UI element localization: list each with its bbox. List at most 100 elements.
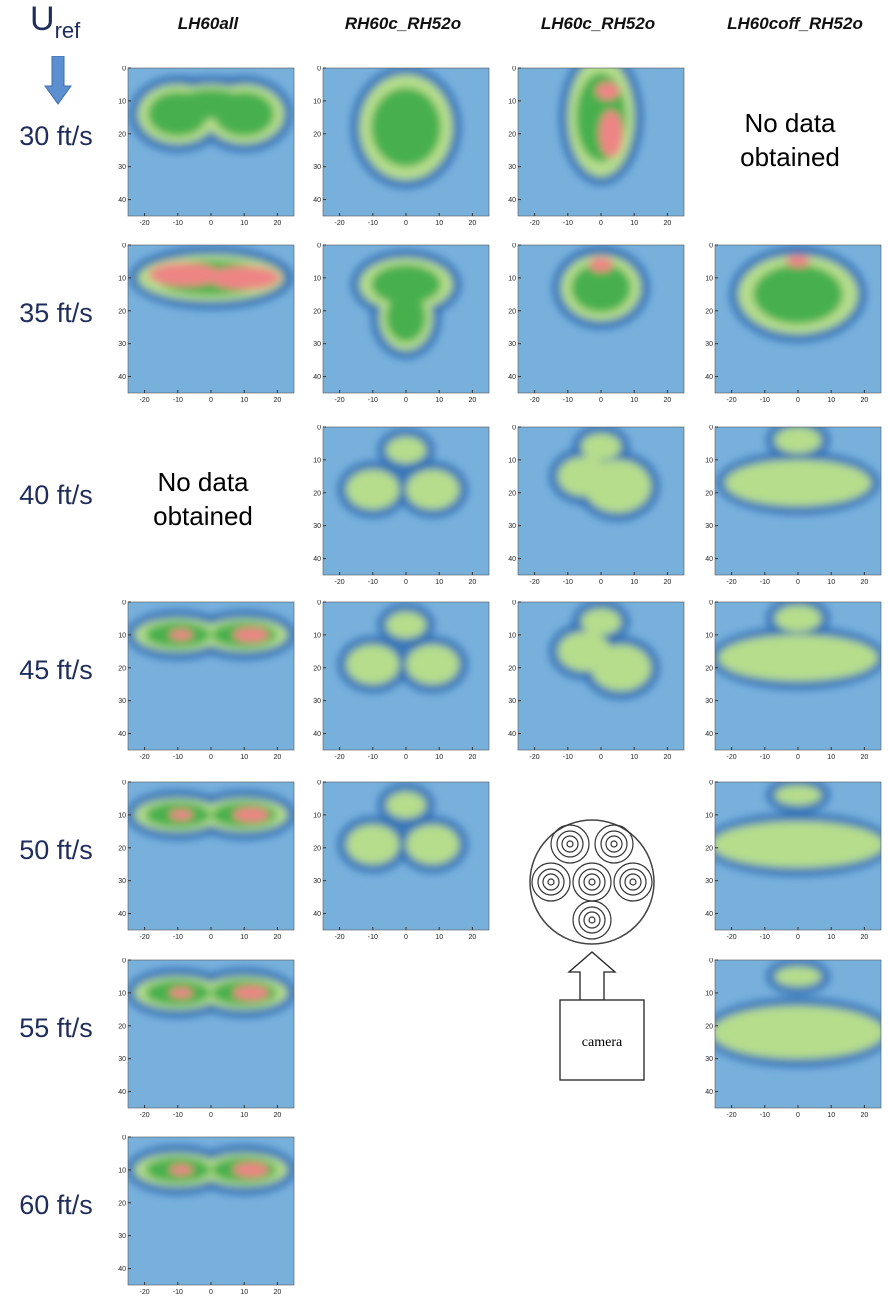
y-tick-label: 10 bbox=[705, 457, 713, 464]
y-tick-label: 40 bbox=[705, 731, 713, 738]
y-tick-label: 40 bbox=[313, 374, 321, 381]
y-tick-label: 40 bbox=[118, 1266, 126, 1273]
y-tick-label: 30 bbox=[118, 164, 126, 171]
x-tick-label: 0 bbox=[209, 754, 213, 761]
x-tick-label: -10 bbox=[563, 397, 573, 404]
x-tick-label: 0 bbox=[209, 1112, 213, 1119]
y-tick-label: 40 bbox=[508, 556, 516, 563]
y-tick-label: 10 bbox=[118, 1167, 126, 1174]
y-tick-label: 10 bbox=[313, 457, 321, 464]
x-tick-label: 20 bbox=[861, 934, 869, 941]
no-data-line: obtained bbox=[700, 140, 880, 174]
y-tick-label: 40 bbox=[705, 911, 713, 918]
y-tick-label: 30 bbox=[313, 523, 321, 530]
x-tick-label: 20 bbox=[664, 754, 672, 761]
x-tick-label: 20 bbox=[861, 397, 869, 404]
x-tick-label: 10 bbox=[435, 220, 443, 227]
x-tick-label: 10 bbox=[240, 397, 248, 404]
y-tick-label: 20 bbox=[705, 308, 713, 315]
x-tick-label: -20 bbox=[335, 397, 345, 404]
y-tick-label: 10 bbox=[313, 98, 321, 105]
y-tick-label: 40 bbox=[313, 197, 321, 204]
heatmap-panel: -20-1001020010203040 bbox=[705, 243, 885, 413]
y-tick-label: 0 bbox=[317, 243, 321, 250]
x-tick-label: 20 bbox=[664, 397, 672, 404]
x-tick-label: -20 bbox=[727, 397, 737, 404]
y-tick-label: 0 bbox=[317, 780, 321, 787]
y-tick-label: 0 bbox=[122, 1135, 126, 1142]
x-tick-label: 0 bbox=[599, 397, 603, 404]
no-data-line: No data bbox=[113, 465, 293, 499]
x-tick-label: 10 bbox=[240, 934, 248, 941]
x-tick-label: 20 bbox=[861, 1112, 869, 1119]
y-tick-label: 10 bbox=[118, 990, 126, 997]
y-tick-label: 30 bbox=[705, 1056, 713, 1063]
y-tick-label: 30 bbox=[313, 164, 321, 171]
x-tick-label: 10 bbox=[435, 579, 443, 586]
y-tick-label: 10 bbox=[313, 275, 321, 282]
x-tick-label: -20 bbox=[727, 1112, 737, 1119]
x-tick-label: -20 bbox=[140, 934, 150, 941]
y-tick-label: 20 bbox=[313, 490, 321, 497]
y-tick-label: 30 bbox=[313, 341, 321, 348]
y-tick-label: 20 bbox=[118, 1023, 126, 1030]
y-tick-label: 30 bbox=[118, 1233, 126, 1240]
x-tick-label: 0 bbox=[209, 1289, 213, 1296]
x-tick-label: 20 bbox=[664, 220, 672, 227]
y-tick-label: 30 bbox=[508, 341, 516, 348]
heat-field bbox=[729, 246, 867, 343]
y-tick-label: 20 bbox=[705, 1023, 713, 1030]
x-tick-label: -20 bbox=[335, 934, 345, 941]
x-tick-label: -10 bbox=[760, 579, 770, 586]
x-tick-label: 20 bbox=[274, 397, 282, 404]
y-tick-label: 0 bbox=[709, 780, 713, 787]
x-tick-label: -20 bbox=[335, 579, 345, 586]
x-tick-label: 10 bbox=[435, 934, 443, 941]
x-tick-label: 0 bbox=[796, 934, 800, 941]
y-tick-label: 0 bbox=[512, 66, 516, 73]
x-tick-label: -10 bbox=[368, 579, 378, 586]
x-tick-label: 0 bbox=[404, 934, 408, 941]
heat-field bbox=[126, 1144, 297, 1195]
y-tick-label: 30 bbox=[118, 341, 126, 348]
x-tick-label: 0 bbox=[796, 579, 800, 586]
u-symbol: U bbox=[30, 0, 55, 38]
y-tick-label: 40 bbox=[118, 374, 126, 381]
x-tick-label: -20 bbox=[140, 754, 150, 761]
row-label: 45 ft/s bbox=[0, 655, 112, 686]
u-subscript: ref bbox=[55, 18, 81, 43]
x-tick-label: -20 bbox=[530, 754, 540, 761]
y-tick-label: 0 bbox=[317, 600, 321, 607]
y-tick-label: 30 bbox=[118, 878, 126, 885]
row-label: 50 ft/s bbox=[0, 835, 112, 866]
y-tick-label: 30 bbox=[705, 523, 713, 530]
x-tick-label: 0 bbox=[404, 220, 408, 227]
x-tick-label: -10 bbox=[563, 754, 573, 761]
column-header: RH60c_RH52o bbox=[308, 14, 498, 34]
y-tick-label: 10 bbox=[705, 275, 713, 282]
camera-label: camera bbox=[582, 1035, 623, 1050]
y-tick-label: 10 bbox=[118, 275, 126, 282]
y-tick-label: 30 bbox=[118, 1056, 126, 1063]
x-tick-label: 10 bbox=[240, 754, 248, 761]
x-tick-label: -10 bbox=[173, 397, 183, 404]
x-tick-label: -20 bbox=[530, 220, 540, 227]
y-tick-label: 30 bbox=[705, 341, 713, 348]
y-tick-label: 10 bbox=[705, 990, 713, 997]
y-tick-label: 30 bbox=[705, 698, 713, 705]
x-tick-label: 20 bbox=[469, 397, 477, 404]
y-tick-label: 10 bbox=[118, 812, 126, 819]
row-label: 40 ft/s bbox=[0, 480, 112, 511]
heatmap-panel: -20-1001020010203040 bbox=[313, 600, 493, 770]
column-header: LH60all bbox=[113, 14, 303, 34]
heatmap-panel: -20-1001020010203040 bbox=[705, 600, 885, 770]
y-tick-label: 40 bbox=[705, 1089, 713, 1096]
figure: Uref camera LH60allRH60c_RH52oLH60c_RH52… bbox=[0, 0, 888, 1301]
x-tick-label: -20 bbox=[140, 397, 150, 404]
y-tick-label: 20 bbox=[508, 131, 516, 138]
x-tick-label: 20 bbox=[274, 1112, 282, 1119]
y-tick-label: 10 bbox=[508, 457, 516, 464]
